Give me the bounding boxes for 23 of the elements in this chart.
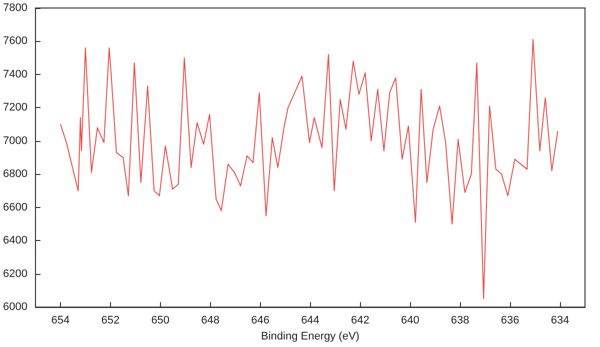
y-tick-label: 7600: [2, 35, 28, 48]
x-tick-label: 648: [201, 314, 220, 327]
y-tick-label: 6800: [2, 168, 28, 180]
x-tick-label: 654: [51, 314, 70, 327]
x-tick-label: 636: [500, 314, 520, 327]
x-tick-label: 650: [151, 314, 170, 327]
x-tick-label: 638: [450, 314, 470, 327]
x-tick-label: 644: [301, 314, 320, 327]
y-tick-label: 6000: [2, 301, 28, 314]
x-tick-label: 646: [251, 314, 270, 327]
x-axis-title: Binding Energy (eV): [261, 330, 360, 342]
line-series: [60, 39, 558, 300]
y-tick-label: 6600: [2, 201, 28, 214]
y-tick-label: 7000: [2, 134, 28, 147]
x-tick-label: 634: [550, 314, 570, 327]
y-tick-label: 7400: [2, 68, 28, 80]
y-tick-label: 6400: [2, 234, 28, 247]
y-tick-label: 7200: [2, 102, 28, 114]
x-tick-label: 640: [400, 314, 420, 327]
y-tick-label: 7800: [2, 2, 28, 14]
x-tick-label: 642: [351, 314, 370, 327]
x-tick-label: 652: [101, 314, 120, 327]
y-tick-label: 6200: [2, 268, 28, 280]
